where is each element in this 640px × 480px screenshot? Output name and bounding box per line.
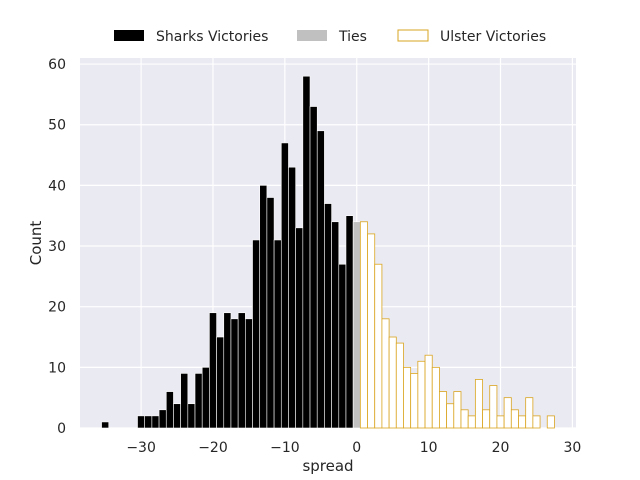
bar [302,75,311,429]
bar [518,415,527,429]
bar [316,130,325,429]
y-tick-label: 0 [57,421,66,437]
x-tick-label: 10 [420,440,438,456]
bar [381,318,390,429]
bar [245,318,253,429]
bar [180,373,189,429]
bar [158,409,167,429]
bar [532,415,541,429]
bar [187,403,196,429]
bar [439,391,448,429]
bar [338,263,347,429]
bar [137,415,145,429]
legend-swatch [114,30,144,41]
bar [151,415,160,429]
x-tick-label: −30 [126,440,156,456]
bar [230,318,239,429]
y-tick-label: 60 [48,57,66,73]
bar [367,233,376,429]
y-axis-label: Count [27,221,45,266]
legend: Sharks Victories Ties Ulster Victories [114,29,546,45]
legend-label: Sharks Victories [156,29,268,45]
bar [474,379,483,429]
bar [237,312,246,429]
bar [546,415,555,429]
y-tick-label: 50 [48,118,66,134]
bar [424,354,433,429]
x-tick-label: 0 [352,440,361,456]
bar [374,263,383,429]
bar [503,397,512,429]
bar [324,203,332,429]
bar [395,342,404,429]
y-tick-label: 10 [48,360,66,376]
bars [101,75,555,429]
bar [223,312,232,429]
bar [352,221,361,429]
bar [417,360,426,429]
bar [295,227,304,429]
bar [173,403,181,429]
legend-item: Sharks Victories [114,29,268,45]
bar [489,385,498,429]
bar [510,409,519,429]
bar [388,336,397,429]
x-tick-label: 20 [492,440,510,456]
bar [165,391,174,429]
x-axis-label: spread [302,457,353,475]
bar [482,409,491,429]
bar [453,391,462,429]
x-tick-label: 30 [563,440,581,456]
bar [144,415,153,429]
bar [410,373,419,429]
bar [431,366,440,429]
bar [309,106,318,429]
legend-item: Ties [297,29,367,45]
bar [266,197,275,429]
bar [252,239,261,429]
bar [273,239,282,429]
bar [216,336,225,429]
bar [331,221,340,429]
bar [259,185,268,429]
bar [280,142,289,429]
bar [101,421,110,429]
bar [525,397,534,429]
bar [194,373,203,429]
legend-swatch [397,29,429,42]
y-tick-label: 20 [48,300,66,316]
y-axis-ticks: 0 10 20 30 40 50 60 [48,57,66,437]
y-tick-label: 40 [48,178,66,194]
legend-label: Ties [338,29,367,45]
bar [201,367,210,429]
bar [288,166,296,429]
bar [209,312,217,429]
bar [403,366,412,429]
bar [460,409,469,429]
bar [496,415,505,429]
y-tick-label: 30 [48,239,66,255]
x-tick-label: −20 [198,440,228,456]
legend-swatch [297,30,327,41]
bar [359,221,368,429]
bar [345,215,354,429]
bar [467,415,476,429]
legend-label: Ulster Victories [440,29,546,45]
bar [446,403,455,429]
legend-item: Ulster Victories [397,29,546,45]
x-axis-ticks: −30 −20 −10 0 10 20 30 [126,440,581,456]
x-tick-label: −10 [270,440,300,456]
